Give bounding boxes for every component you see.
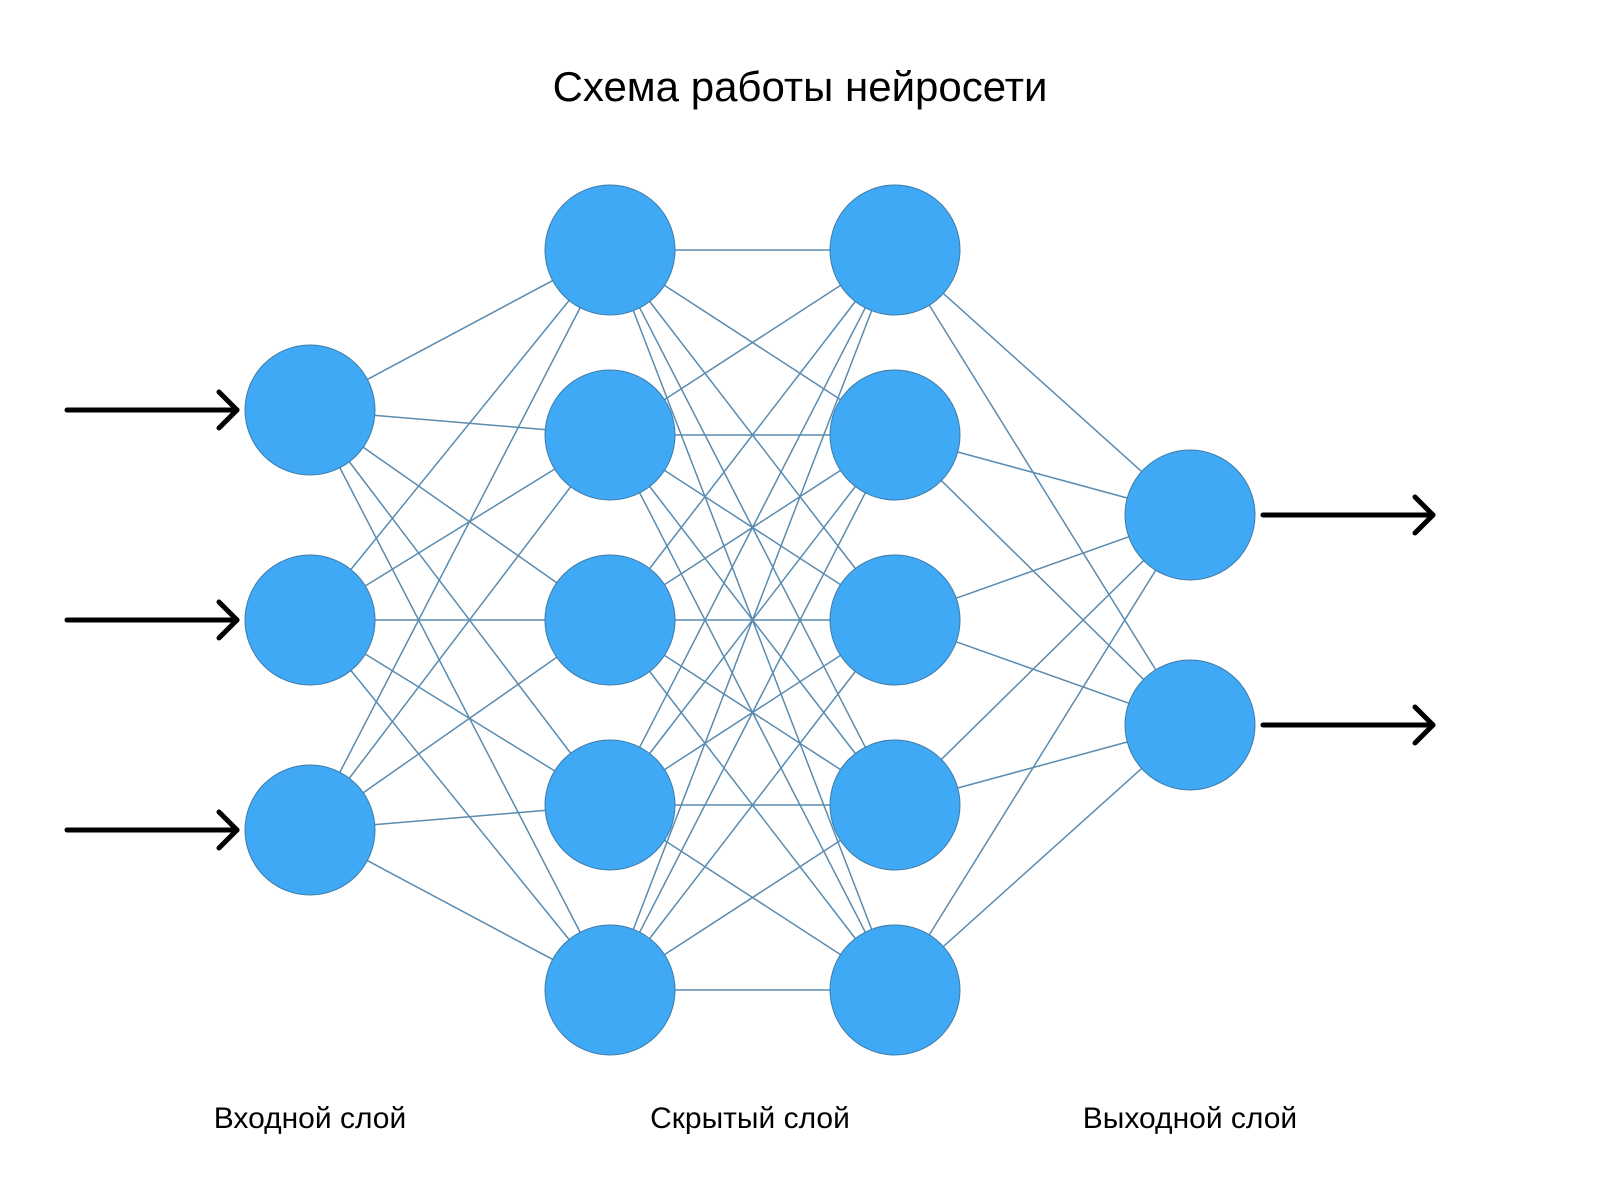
- diagram-title: Схема работы нейросети: [553, 63, 1048, 110]
- layer-label-output: Выходной слой: [1083, 1102, 1297, 1135]
- layer-label-input: Входной слой: [214, 1102, 407, 1135]
- node-hidden1-3: [545, 740, 675, 870]
- node-hidden2-1: [830, 370, 960, 500]
- node-output-1: [1125, 660, 1255, 790]
- node-input-0: [245, 345, 375, 475]
- node-input-1: [245, 555, 375, 685]
- node-hidden2-2: [830, 555, 960, 685]
- node-output-0: [1125, 450, 1255, 580]
- node-hidden1-0: [545, 185, 675, 315]
- node-input-2: [245, 765, 375, 895]
- node-hidden1-4: [545, 925, 675, 1055]
- node-hidden1-2: [545, 555, 675, 685]
- node-hidden2-4: [830, 925, 960, 1055]
- node-hidden2-0: [830, 185, 960, 315]
- node-hidden2-3: [830, 740, 960, 870]
- node-hidden1-1: [545, 370, 675, 500]
- neural-network-diagram: Схема работы нейросети Входной слой Скрыты…: [0, 0, 1600, 1200]
- layer-label-hidden1: Скрытый слой: [650, 1102, 850, 1135]
